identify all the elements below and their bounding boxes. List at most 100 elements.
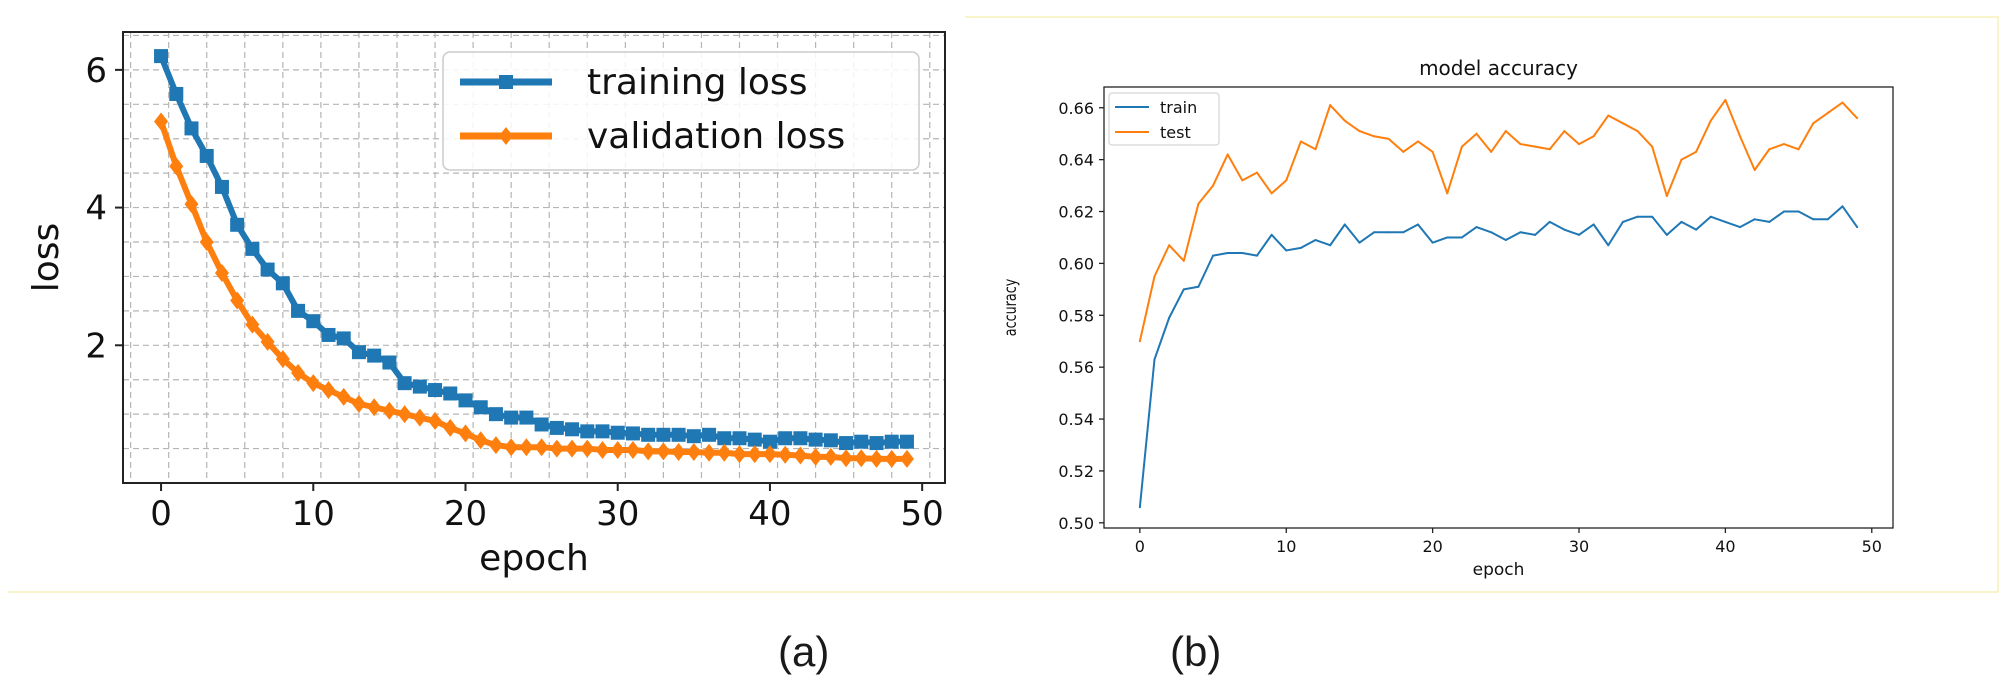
loss-series-point xyxy=(397,405,412,424)
accuracy-series-point xyxy=(1431,150,1434,153)
loss-series-point xyxy=(245,241,260,256)
loss-series-point xyxy=(488,407,503,422)
loss-series-point xyxy=(199,233,214,252)
loss-series-point xyxy=(808,432,823,447)
loss-chart-legend: training loss validation loss xyxy=(442,51,920,171)
loss-series-point xyxy=(184,121,199,136)
accuracy-series-point xyxy=(1797,210,1800,213)
accuracy-legend-label-test: test xyxy=(1160,123,1191,142)
accuracy-series-point xyxy=(1812,122,1815,125)
accuracy-series-point xyxy=(1241,179,1244,182)
accuracy-series-point xyxy=(1504,130,1507,133)
accuracy-chart-xlabel: epoch xyxy=(1473,560,1525,580)
accuracy-series-point xyxy=(1782,210,1785,213)
accuracy-series-point xyxy=(1490,231,1493,234)
loss-series-point xyxy=(367,348,382,363)
accuracy-series-point xyxy=(1768,220,1771,223)
loss-series-point xyxy=(793,431,808,446)
accuracy-series-point xyxy=(1739,135,1742,138)
loss-series-point xyxy=(747,445,762,464)
accuracy-series-point xyxy=(1621,122,1624,125)
loss-series-point xyxy=(565,439,580,458)
accuracy-series-point xyxy=(1402,231,1405,234)
loss-series-point xyxy=(230,291,245,310)
loss-chart-ytick-label: 4 xyxy=(85,189,107,229)
loss-series-point xyxy=(717,431,732,446)
loss-series-point xyxy=(656,442,671,461)
accuracy-series-point xyxy=(1841,205,1844,208)
accuracy-series-point xyxy=(1387,231,1390,234)
accuracy-series-point xyxy=(1709,215,1712,218)
accuracy-series-point xyxy=(1358,241,1361,244)
loss-series-point xyxy=(839,449,854,468)
loss-series-point xyxy=(488,436,503,455)
accuracy-series-point xyxy=(1563,228,1566,231)
loss-series-point xyxy=(580,439,595,458)
loss-series-point xyxy=(199,148,214,163)
accuracy-series-point xyxy=(1578,143,1581,146)
loss-series-line-1 xyxy=(158,120,907,462)
accuracy-chart-xtick-label: 10 xyxy=(1276,537,1296,556)
loss-series-point xyxy=(519,438,534,457)
accuracy-series-point xyxy=(1826,111,1829,114)
figure-outline-line xyxy=(8,16,1999,593)
accuracy-series-point xyxy=(1490,150,1493,153)
loss-chart-series xyxy=(154,49,914,468)
loss-series-point xyxy=(214,263,229,282)
loss-series-point xyxy=(671,443,686,462)
loss-series-point xyxy=(549,439,564,458)
accuracy-series-line-1 xyxy=(1138,98,1858,342)
accuracy-series-point xyxy=(1636,215,1639,218)
accuracy-series-point xyxy=(1826,218,1829,221)
accuracy-series-point xyxy=(1212,184,1215,187)
loss-series-point xyxy=(580,424,595,439)
accuracy-series-point xyxy=(1709,119,1712,122)
accuracy-series-point xyxy=(1592,135,1595,138)
loss-series-point xyxy=(260,332,275,351)
accuracy-series-point xyxy=(1651,215,1654,218)
accuracy-series-point xyxy=(1343,223,1346,226)
loss-series-point xyxy=(686,443,701,462)
accuracy-chart-ytick-label: 0.64 xyxy=(1058,151,1094,170)
accuracy-series-point xyxy=(1519,143,1522,146)
accuracy-series-point xyxy=(1460,145,1463,148)
loss-series-point xyxy=(473,431,488,450)
accuracy-series-point xyxy=(1446,192,1449,195)
accuracy-series-point xyxy=(1241,252,1244,255)
accuracy-series-point xyxy=(1270,233,1273,236)
loss-legend-marker-training xyxy=(499,75,513,89)
accuracy-series-point xyxy=(1343,119,1346,122)
loss-chart-xlabel: epoch xyxy=(479,538,589,579)
loss-series-point xyxy=(230,217,245,232)
accuracy-series-point xyxy=(1695,228,1698,231)
accuracy-series-line-0 xyxy=(1138,205,1858,508)
loss-series-point xyxy=(702,443,717,462)
accuracy-chart-xtick-label: 50 xyxy=(1862,537,1882,556)
accuracy-series-point xyxy=(1168,316,1171,319)
loss-series-point xyxy=(625,440,640,459)
accuracy-series-point xyxy=(1212,254,1215,257)
accuracy-series-point xyxy=(1592,223,1595,226)
accuracy-series-point xyxy=(1373,231,1376,234)
loss-series-point xyxy=(504,410,519,425)
loss-series-point xyxy=(275,276,290,291)
figure-outline xyxy=(8,16,1999,593)
accuracy-series-point xyxy=(1695,150,1698,153)
loss-series-point xyxy=(854,434,869,449)
loss-legend-marker-validation xyxy=(499,127,513,145)
accuracy-series-point xyxy=(1504,239,1507,242)
accuracy-series-point xyxy=(1329,244,1332,247)
loss-chart-ytick-label: 2 xyxy=(85,326,107,366)
accuracy-series-point xyxy=(1416,223,1419,226)
accuracy-series-point xyxy=(1563,130,1566,133)
accuracy-chart-ytick-label: 0.62 xyxy=(1058,203,1094,222)
accuracy-series-point xyxy=(1314,239,1317,242)
loss-series-point xyxy=(336,387,351,406)
loss-series-point xyxy=(214,179,229,194)
accuracy-series-point xyxy=(1636,130,1639,133)
accuracy-chart-ticks: 0 10 20 30 40 50 0.50 0.52 0.54 0.56 0.58 0.60 0.62 0… xyxy=(1058,99,1882,556)
accuracy-series-point xyxy=(1285,249,1288,252)
loss-series-point xyxy=(473,400,488,415)
accuracy-series-point xyxy=(1856,226,1859,229)
